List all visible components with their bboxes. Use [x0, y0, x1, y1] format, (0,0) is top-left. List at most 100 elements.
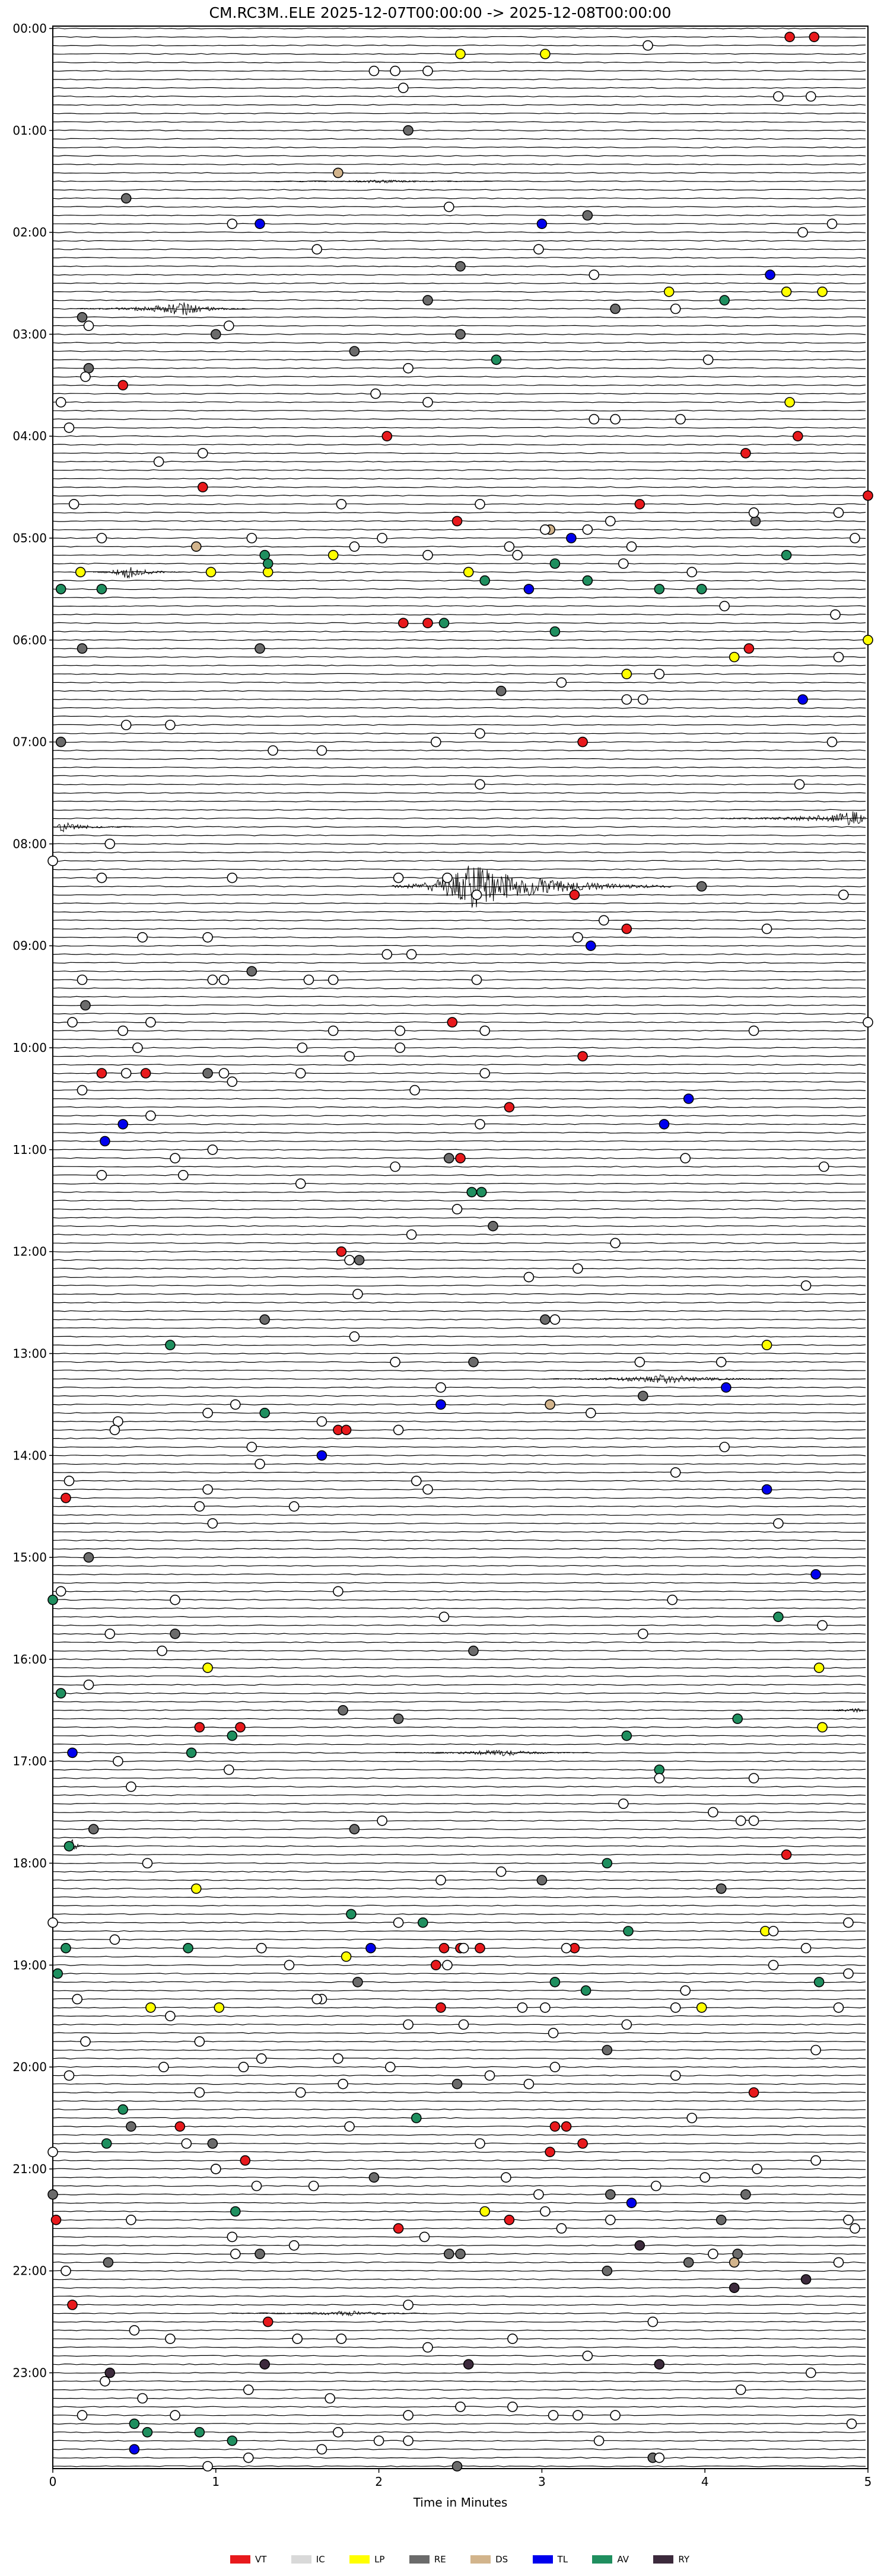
trace-line [52, 1106, 866, 1108]
event-marker-lp [696, 2002, 707, 2013]
trace-line [52, 1624, 866, 1627]
trace-line [52, 2380, 866, 2383]
trace-line [52, 580, 866, 582]
trace-line [52, 1760, 866, 1763]
event-marker-ic [610, 1238, 621, 1249]
legend-label: IC [316, 2554, 325, 2565]
trace-line [52, 2286, 866, 2289]
event-marker-ic [63, 422, 75, 433]
trace-line [52, 554, 866, 556]
event-marker-ic [670, 2002, 681, 2013]
event-marker-ic [833, 2257, 844, 2268]
event-marker-ic [381, 949, 393, 960]
trace-line [53, 664, 866, 667]
event-marker-ic [484, 2070, 495, 2081]
event-marker-ic [333, 2426, 344, 2438]
trace-line [52, 2117, 866, 2119]
event-marker-ic [117, 1025, 128, 1036]
event-marker-av [621, 1730, 632, 1741]
event-marker-ic [194, 2036, 205, 2047]
trace-line [52, 1964, 866, 1966]
event-marker-av [813, 1977, 825, 1987]
legend-label: DS [495, 2554, 508, 2565]
event-marker-ic [699, 2172, 710, 2183]
event-marker-re [120, 193, 132, 204]
trace-line [52, 749, 866, 752]
event-marker-re [368, 2172, 380, 2183]
y-tick-label: 08:00 [12, 837, 47, 851]
event-marker-ic [120, 1068, 132, 1079]
event-marker-av [55, 584, 66, 594]
event-marker-ic [715, 1357, 727, 1367]
trace-line [52, 1072, 866, 1074]
y-tick-label: 03:00 [12, 327, 47, 341]
event-marker-av [580, 1985, 591, 1996]
trace-line [52, 1751, 866, 1754]
trace-line [52, 1131, 866, 1134]
event-marker-re [80, 1000, 91, 1011]
event-marker-ic [512, 549, 523, 561]
trace-line [52, 1318, 866, 1321]
x-tick-label: 1 [212, 2475, 220, 2489]
trace-line [52, 1182, 866, 1185]
event-marker-ic [621, 694, 632, 705]
event-marker-tl [585, 940, 596, 951]
event-marker-ic [826, 736, 838, 748]
trace-line [52, 2108, 866, 2111]
trace-line [52, 1913, 866, 1915]
event-marker-av [732, 1713, 743, 1724]
trace-line [52, 129, 866, 132]
trace-line [52, 2457, 866, 2459]
event-marker-ic [344, 1255, 355, 1265]
y-tick-label: 04:00 [12, 429, 47, 443]
event-marker-av [96, 584, 107, 594]
event-marker-ic [308, 2180, 319, 2192]
x-axis-label: Time in Minutes [413, 2495, 508, 2510]
event-marker-lp [214, 2002, 225, 2013]
trace-line [52, 1548, 866, 1550]
event-marker-re [338, 1705, 348, 1716]
event-marker-ic [142, 1858, 153, 1869]
event-marker-ic [810, 2044, 821, 2056]
event-marker-ic [80, 371, 91, 382]
y-tick-label: 00:00 [12, 21, 47, 36]
trace-line [52, 1828, 866, 1830]
event-marker-re [422, 295, 433, 306]
event-marker-lp [455, 49, 466, 59]
event-marker-ic [72, 1993, 82, 2005]
trace-line [52, 2431, 866, 2434]
event-marker-ic [395, 1025, 406, 1036]
trace-line [52, 44, 866, 47]
event-marker-ic [548, 2028, 559, 2038]
event-marker-ic [647, 2316, 659, 2327]
event-marker-ic [137, 932, 148, 943]
event-marker-tl [523, 584, 535, 594]
legend-swatch [409, 2555, 430, 2564]
event-marker-av [259, 1407, 271, 1419]
y-tick-label: 21:00 [12, 2162, 47, 2176]
event-marker-ic [338, 2078, 348, 2090]
event-marker-ic [438, 1611, 450, 1623]
event-marker-ic [735, 1815, 746, 1826]
event-marker-tl [765, 269, 775, 281]
event-marker-ic [419, 2231, 430, 2243]
trace-line [52, 87, 866, 89]
x-tick-label: 0 [49, 2475, 57, 2489]
trace-line [53, 1658, 866, 1661]
event-marker-ic [794, 779, 805, 790]
event-marker-ic [719, 1442, 730, 1452]
trace-line [52, 2321, 866, 2323]
trace-line [52, 1344, 866, 1346]
event-marker-re [536, 1875, 548, 1885]
event-marker-ic [593, 2435, 605, 2446]
legend-swatch [592, 2555, 613, 2564]
event-marker-tl [100, 1136, 110, 1147]
trace-line [52, 2295, 866, 2298]
event-marker-vt [784, 31, 795, 43]
trace-line [52, 2397, 866, 2399]
event-marker-ic [145, 1110, 156, 1121]
trace-line [52, 631, 866, 632]
trace-line [52, 826, 866, 828]
event-marker-ic [422, 65, 433, 77]
trace-line [52, 478, 866, 480]
